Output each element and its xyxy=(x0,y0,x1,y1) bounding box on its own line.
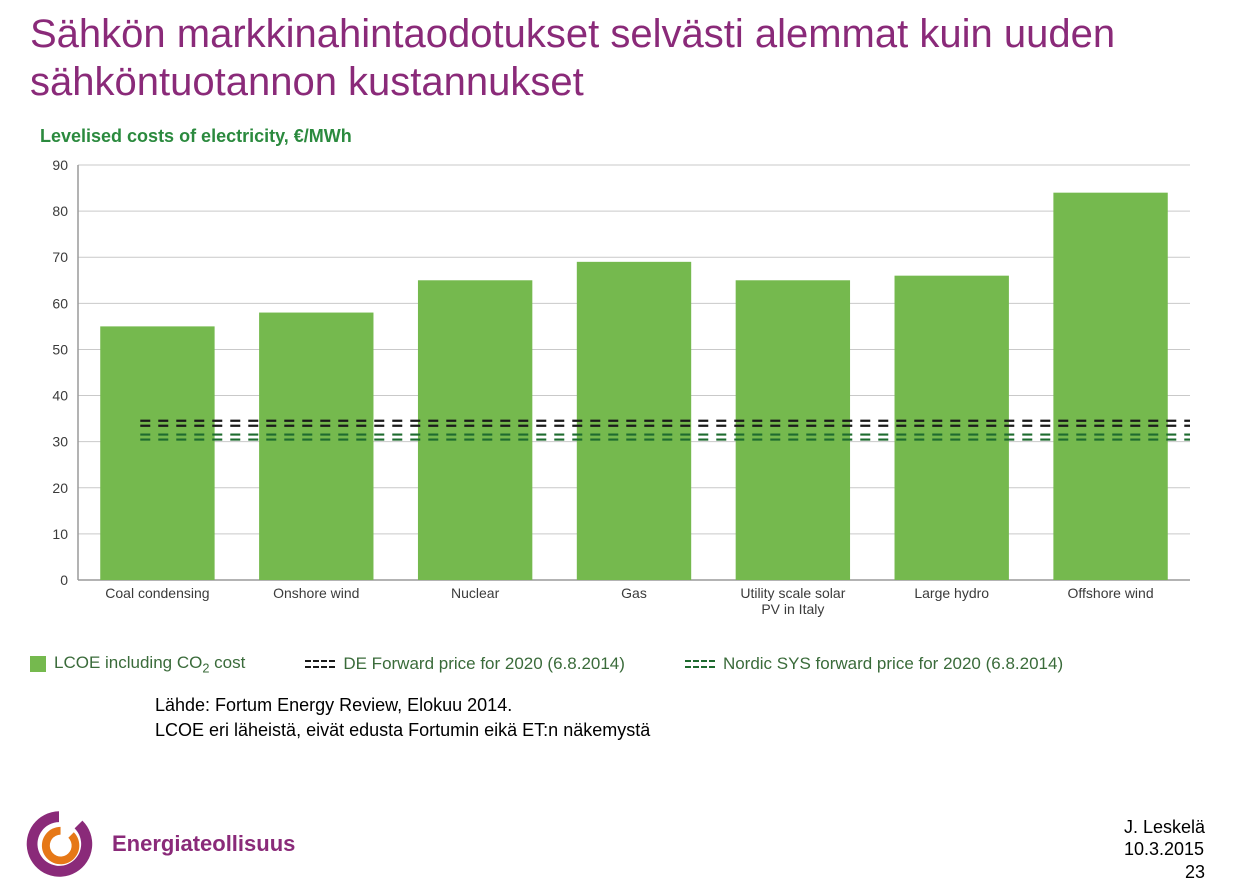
bar xyxy=(259,313,373,580)
svg-text:20: 20 xyxy=(52,480,68,496)
svg-text:0: 0 xyxy=(60,572,68,588)
category-label: Onshore wind xyxy=(273,585,359,601)
legend-label: LCOE including CO2 cost xyxy=(54,653,245,675)
bar-chart: 0 10 20 30 40 50 60 70 80 90 Coal condensing Onshor… xyxy=(30,155,1200,635)
category-label: Nuclear xyxy=(451,585,500,601)
date-label: 10.3.2015 xyxy=(1124,838,1205,861)
bar xyxy=(1053,193,1167,580)
legend-swatch xyxy=(685,657,715,671)
category-label: Gas xyxy=(621,585,647,601)
footer-brand: Energiateollisuus xyxy=(20,805,295,883)
chart-title: Levelised costs of electricity, €/MWh xyxy=(40,126,1205,147)
svg-text:50: 50 xyxy=(52,341,68,357)
author-label: J. Leskelä xyxy=(1124,816,1205,839)
svg-text:80: 80 xyxy=(52,203,68,219)
bar xyxy=(100,326,214,580)
category-label: PV in Italy xyxy=(761,601,824,617)
page-title: Sähkön markkinahintaodotukset selvästi a… xyxy=(30,10,1205,106)
svg-text:70: 70 xyxy=(52,249,68,265)
page-number: 23 xyxy=(1124,861,1205,884)
slide-meta: J. Leskelä 10.3.2015 23 xyxy=(1124,816,1205,884)
source-note: Lähde: Fortum Energy Review, Elokuu 2014… xyxy=(155,693,1205,742)
bar xyxy=(736,280,850,580)
legend-swatch xyxy=(305,657,335,671)
category-label: Utility scale solar xyxy=(740,585,845,601)
legend-swatch xyxy=(30,656,46,672)
brand-name: Energiateollisuus xyxy=(112,831,295,857)
source-line-1: Lähde: Fortum Energy Review, Elokuu 2014… xyxy=(155,693,1205,717)
category-label: Coal condensing xyxy=(105,585,209,601)
legend-label: Nordic SYS forward price for 2020 (6.8.2… xyxy=(723,654,1063,674)
chart-svg: 0 10 20 30 40 50 60 70 80 90 Coal condensing Onshor… xyxy=(30,155,1200,635)
category-label: Large hydro xyxy=(914,585,989,601)
legend-item: Nordic SYS forward price for 2020 (6.8.2… xyxy=(685,654,1063,674)
category-label: Offshore wind xyxy=(1068,585,1154,601)
svg-text:60: 60 xyxy=(52,295,68,311)
brand-logo-icon xyxy=(20,805,98,883)
legend-item: DE Forward price for 2020 (6.8.2014) xyxy=(305,654,625,674)
bar xyxy=(895,276,1009,580)
svg-text:10: 10 xyxy=(52,526,68,542)
source-line-2: LCOE eri läheistä, eivät edusta Fortumin… xyxy=(155,718,1205,742)
svg-text:40: 40 xyxy=(52,388,68,404)
svg-text:90: 90 xyxy=(52,157,68,173)
svg-text:30: 30 xyxy=(52,434,68,450)
chart-legend: LCOE including CO2 cost DE Forward price … xyxy=(30,653,1205,675)
legend-item: LCOE including CO2 cost xyxy=(30,653,245,675)
legend-label: DE Forward price for 2020 (6.8.2014) xyxy=(343,654,625,674)
bar xyxy=(418,280,532,580)
